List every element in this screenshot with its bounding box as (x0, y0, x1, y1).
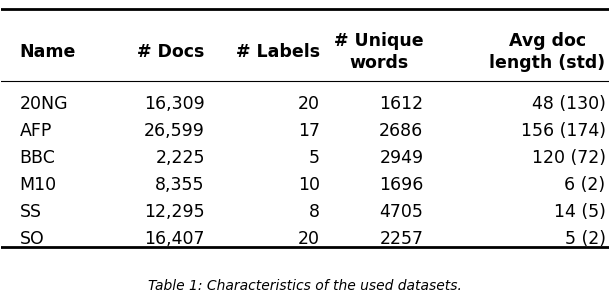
Text: 16,309: 16,309 (144, 95, 205, 113)
Text: Table 1: Characteristics of the used datasets.: Table 1: Characteristics of the used dat… (148, 279, 462, 292)
Text: 20: 20 (298, 95, 320, 113)
Text: # Labels: # Labels (236, 43, 320, 61)
Text: # Docs: # Docs (137, 43, 205, 61)
Text: 26,599: 26,599 (144, 122, 205, 140)
Text: 4705: 4705 (379, 203, 423, 221)
Text: 2949: 2949 (379, 149, 423, 167)
Text: 12,295: 12,295 (144, 203, 205, 221)
Text: 17: 17 (298, 122, 320, 140)
Text: 2257: 2257 (379, 230, 423, 248)
Text: 5: 5 (309, 149, 320, 167)
Text: 5 (2): 5 (2) (565, 230, 606, 248)
Text: 20: 20 (298, 230, 320, 248)
Text: 8,355: 8,355 (156, 176, 205, 194)
Text: # Unique
words: # Unique words (334, 32, 423, 72)
Text: 1696: 1696 (379, 176, 423, 194)
Text: Name: Name (20, 43, 76, 61)
Text: AFP: AFP (20, 122, 52, 140)
Text: 156 (174): 156 (174) (520, 122, 606, 140)
Text: SS: SS (20, 203, 41, 221)
Text: 10: 10 (298, 176, 320, 194)
Text: 2686: 2686 (379, 122, 423, 140)
Text: 6 (2): 6 (2) (564, 176, 606, 194)
Text: 16,407: 16,407 (145, 230, 205, 248)
Text: 48 (130): 48 (130) (532, 95, 606, 113)
Text: 120 (72): 120 (72) (531, 149, 606, 167)
Text: 20NG: 20NG (20, 95, 68, 113)
Text: 8: 8 (309, 203, 320, 221)
Text: Avg doc
length (std): Avg doc length (std) (489, 32, 606, 72)
Text: M10: M10 (20, 176, 57, 194)
Text: SO: SO (20, 230, 45, 248)
Text: BBC: BBC (20, 149, 56, 167)
Text: 1612: 1612 (379, 95, 423, 113)
Text: 14 (5): 14 (5) (554, 203, 606, 221)
Text: 2,225: 2,225 (156, 149, 205, 167)
